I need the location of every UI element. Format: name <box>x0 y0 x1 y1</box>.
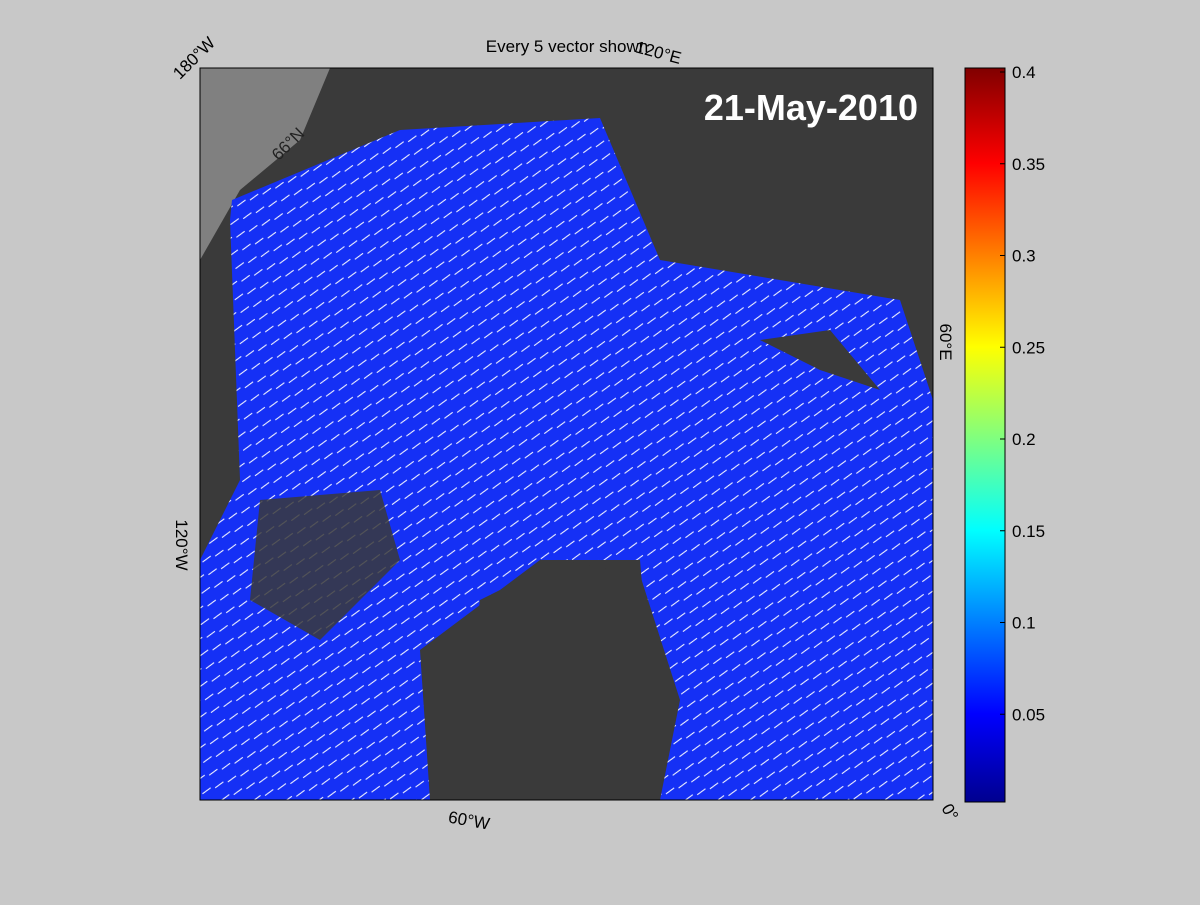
lon-label: 60°E <box>936 323 955 360</box>
lon-label: 120°W <box>172 519 191 570</box>
colorbar-tick-label: 0.25 <box>1012 338 1045 357</box>
lon-label: 60°W <box>447 808 491 834</box>
colorbar-tick-label: 0.35 <box>1012 155 1045 174</box>
colorbar-tick-label: 0.4 <box>1012 63 1036 82</box>
colorbar-tick-label: 0.2 <box>1012 430 1036 449</box>
colorbar-tick-label: 0.05 <box>1012 705 1045 724</box>
lon-label: 120°E <box>633 37 683 67</box>
colorbar-tick-label: 0.15 <box>1012 522 1045 541</box>
lon-label: 0° <box>937 800 962 824</box>
colorbar <box>964 67 1006 803</box>
map-title: Every 5 vector shown <box>486 37 649 56</box>
land-gray <box>200 68 330 260</box>
greenland <box>440 560 680 800</box>
ice-vectors <box>200 118 933 800</box>
date-label: 21-May-2010 <box>704 87 918 128</box>
colorbar-tick-label: 0.1 <box>1012 614 1036 633</box>
map <box>200 68 933 800</box>
colorbar-tick-label: 0.3 <box>1012 247 1036 266</box>
archipelago <box>250 490 400 640</box>
novaya-zemlya <box>760 330 880 390</box>
map-frame <box>199 67 934 801</box>
